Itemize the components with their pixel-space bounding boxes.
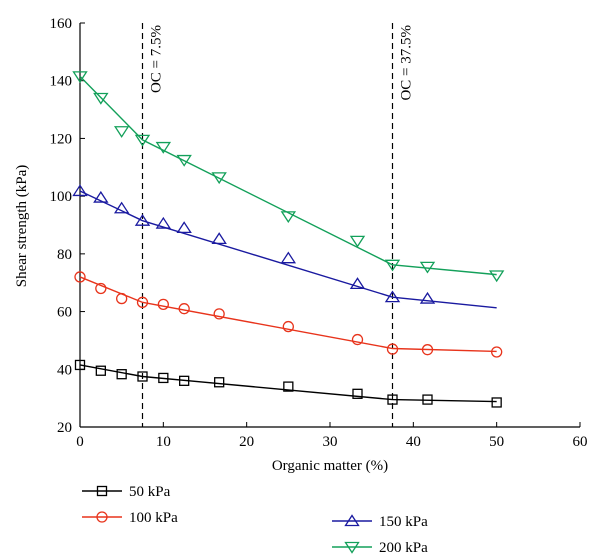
data-point	[211, 172, 227, 185]
data-point	[95, 365, 106, 376]
data-point	[72, 184, 88, 197]
y-tick-label: 140	[50, 74, 73, 90]
data-point	[157, 298, 169, 311]
data-point	[213, 308, 225, 320]
legend-marker	[96, 485, 108, 497]
data-point	[422, 394, 433, 405]
data-point	[158, 372, 169, 384]
data-point	[384, 290, 401, 303]
data-point	[134, 213, 151, 226]
legend-item: 200 kPa	[332, 540, 428, 556]
y-tick-label: 160	[50, 16, 73, 32]
data-point	[113, 126, 130, 138]
y-tick-label: 40	[57, 362, 72, 378]
data-point	[155, 141, 172, 154]
data-point	[72, 71, 88, 84]
data-point	[211, 232, 227, 245]
data-point	[351, 333, 364, 346]
data-point	[178, 303, 190, 315]
legend: 50 kPa 100 kPa 150 kPa 200 kPa	[82, 484, 428, 556]
legend-item: 50 kPa	[82, 484, 171, 500]
y-tick-label: 60	[57, 305, 72, 321]
data-point	[134, 134, 151, 147]
data-point	[491, 397, 502, 408]
legend-label: 100 kPa	[129, 510, 178, 526]
data-point	[419, 261, 436, 274]
x-tick-label: 50	[489, 434, 504, 450]
data-point	[93, 190, 109, 203]
data-point	[214, 377, 225, 388]
data-point	[116, 292, 128, 305]
oc-annotation-label: OC = 37.5%	[399, 25, 415, 101]
data-point	[176, 154, 192, 167]
y-axis-label: Shear strength (kPa)	[14, 165, 30, 287]
data-point	[419, 291, 436, 304]
series-fit-line	[79, 276, 497, 353]
data-point	[176, 221, 192, 234]
series-fit-line	[79, 190, 497, 309]
x-tick-label: 10	[156, 434, 171, 450]
data-point	[352, 388, 363, 399]
legend-label: 150 kPa	[379, 514, 428, 530]
data-point	[488, 270, 505, 283]
data-point	[280, 211, 297, 224]
y-tick-label: 20	[57, 420, 72, 436]
y-tick-label: 120	[50, 131, 73, 147]
series-fit-line	[79, 75, 497, 276]
data-point	[136, 296, 149, 308]
legend-marker	[344, 541, 360, 554]
data-point	[282, 320, 294, 333]
legend-marker	[344, 514, 360, 527]
x-tick-label: 0	[76, 434, 84, 450]
series-fit-line	[79, 364, 497, 403]
data-point	[387, 394, 398, 405]
data-point	[116, 369, 127, 380]
legend-item: 100 kPa	[82, 510, 178, 526]
data-point	[421, 344, 434, 356]
data-point	[283, 381, 294, 392]
data-point	[386, 343, 399, 355]
data-point	[349, 277, 366, 290]
data-point	[113, 201, 130, 214]
x-tick-label: 20	[239, 434, 254, 450]
data-point	[349, 235, 366, 248]
y-tick-label: 100	[50, 189, 73, 205]
plot-area: 0 10 20 30 40 50 60 20 40 60 80 100 120 140 160 OC = 7.…	[50, 16, 588, 450]
data-point	[384, 259, 401, 272]
x-tick-label: 30	[323, 434, 338, 450]
data-point	[491, 346, 503, 358]
x-tick-label: 40	[406, 434, 421, 450]
data-point	[74, 271, 86, 283]
oc-annotation-label: OC = 7.5%	[149, 25, 165, 93]
data-point	[95, 282, 107, 295]
legend-label: 50 kPa	[129, 484, 171, 500]
data-point	[137, 371, 148, 382]
data-point	[74, 359, 86, 371]
data-point	[179, 375, 190, 386]
data-point	[280, 251, 297, 264]
y-tick-label: 80	[57, 247, 72, 263]
legend-label: 200 kPa	[379, 540, 428, 556]
legend-item: 150 kPa	[332, 514, 428, 530]
x-tick-label: 60	[573, 434, 588, 450]
data-point	[155, 216, 172, 229]
legend-marker	[96, 511, 108, 523]
data-point	[93, 92, 109, 105]
x-axis-label: Organic matter (%)	[272, 458, 388, 474]
